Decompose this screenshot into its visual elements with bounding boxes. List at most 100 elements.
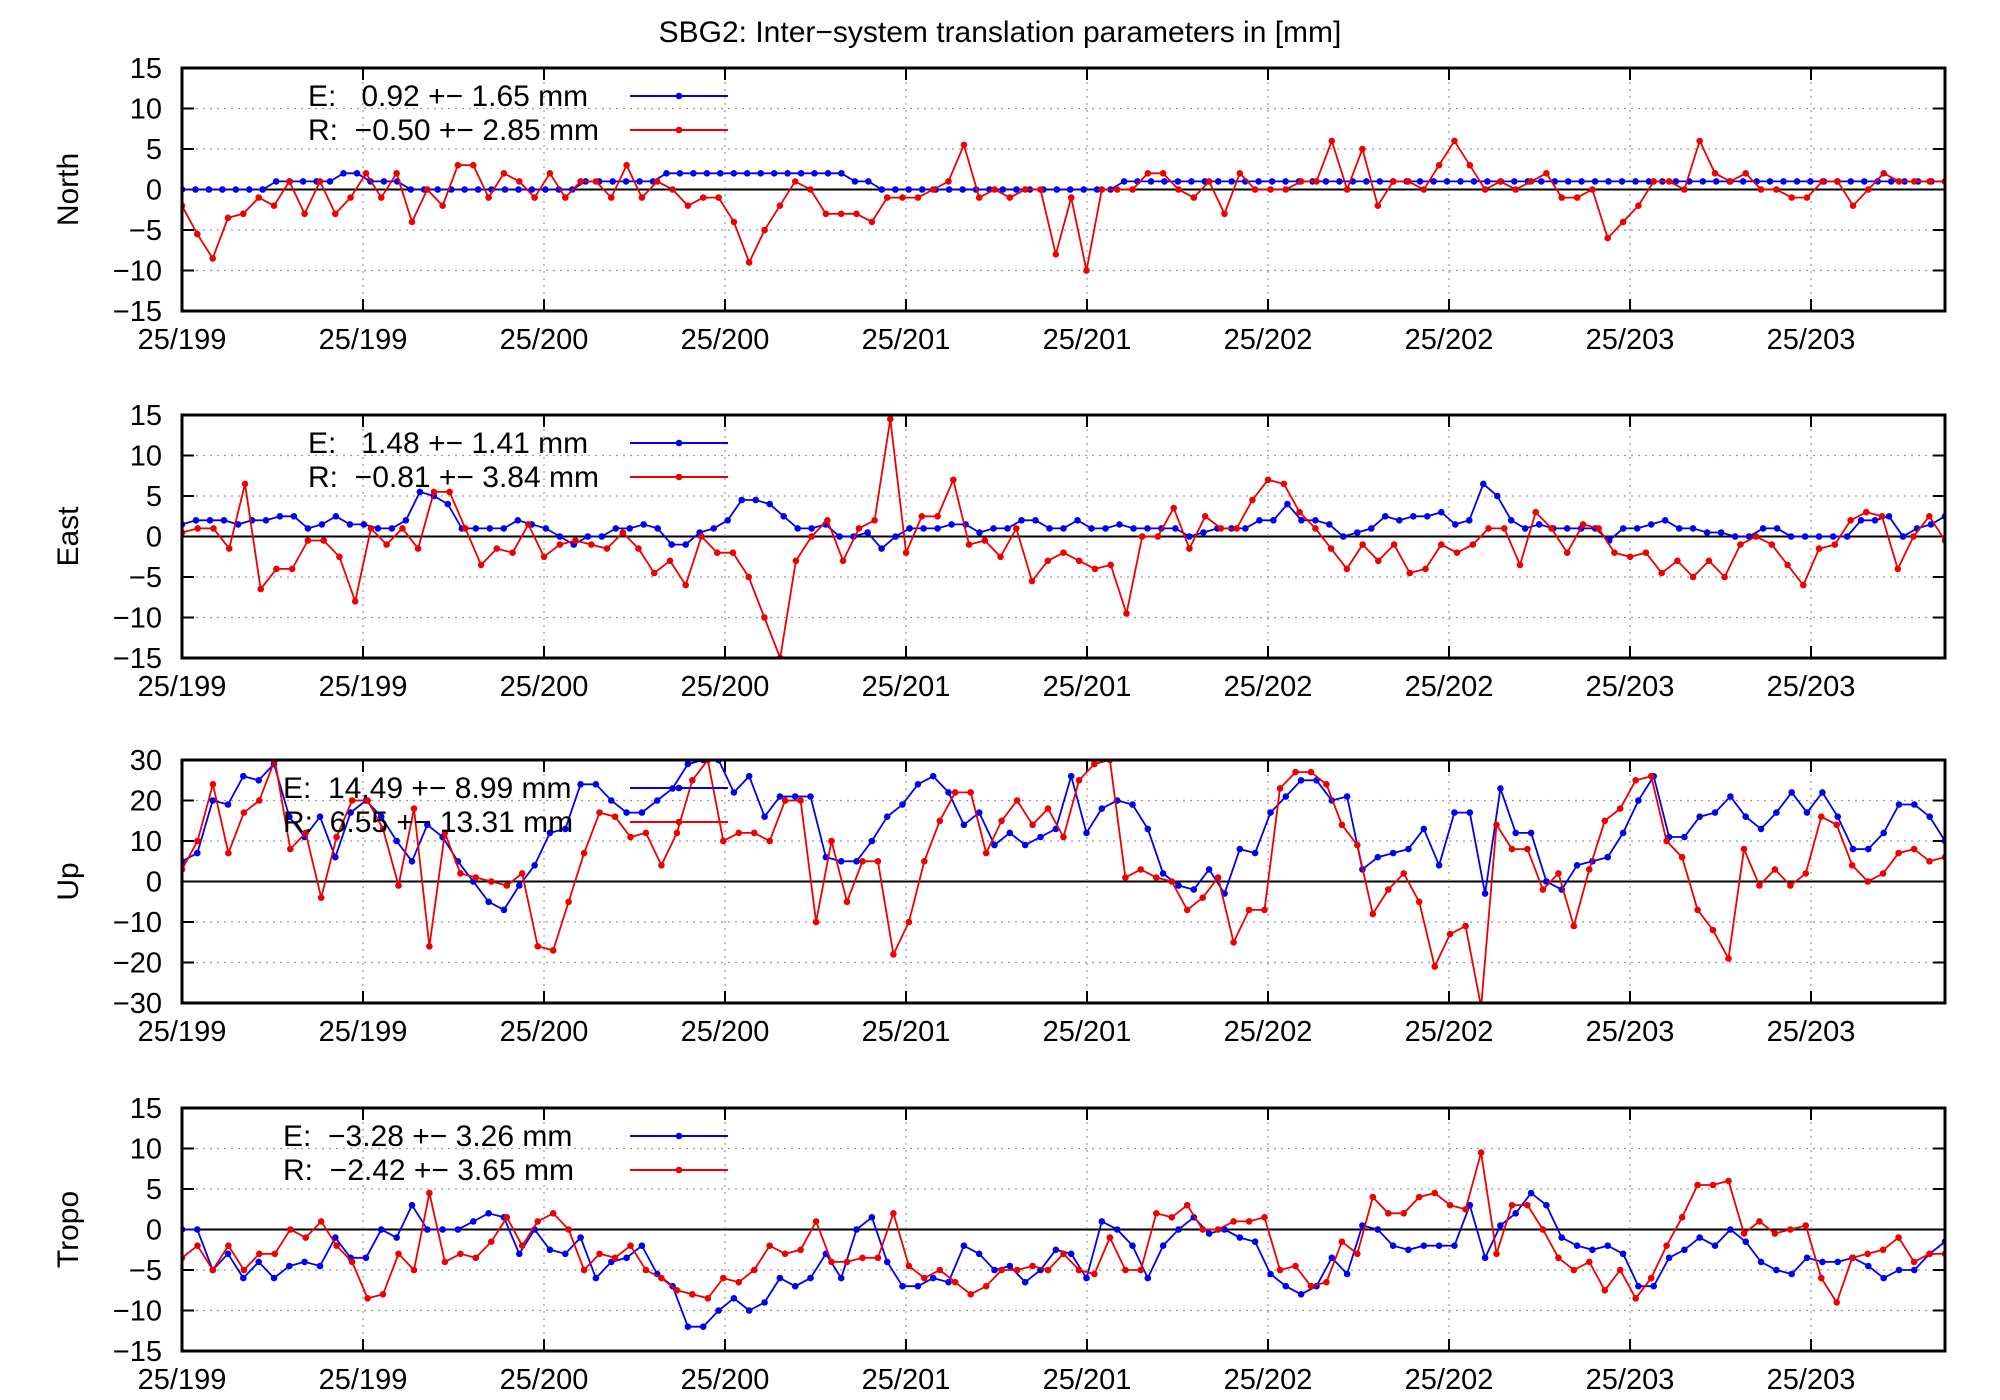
series-R-point <box>399 525 406 532</box>
series-E-point <box>1382 513 1389 520</box>
series-E-point <box>745 1307 753 1314</box>
series-R-point <box>546 170 554 177</box>
series-E-point <box>1113 1226 1121 1233</box>
series-E-point <box>682 541 689 548</box>
series-R-point <box>653 178 661 185</box>
series-E-point <box>1497 1222 1504 1229</box>
series-E-point <box>562 825 569 833</box>
series-R-point <box>1307 1282 1315 1290</box>
series-R-point <box>1539 886 1547 893</box>
series-E-point <box>192 186 199 193</box>
series-R-point <box>666 557 674 565</box>
series-R-point <box>257 585 265 593</box>
series-E-point <box>743 170 751 177</box>
series-R-point <box>393 170 400 177</box>
series-E-point <box>332 853 339 861</box>
series-R-point <box>457 1250 464 1258</box>
series-R-point <box>287 845 294 853</box>
series-E-point <box>1267 809 1274 816</box>
legend-swatch-point <box>675 92 683 100</box>
series-R-point <box>472 874 480 881</box>
series-R-point <box>1343 565 1351 573</box>
series-R-point <box>1524 1201 1531 1209</box>
x-tick-label: 25/201 <box>862 1364 951 1396</box>
series-R-point <box>362 170 370 177</box>
series-E-point <box>780 513 787 520</box>
series-E-point <box>1711 1242 1719 1249</box>
series-E-point <box>416 488 424 496</box>
series-R-point <box>1400 870 1407 877</box>
series-R-point <box>791 178 799 185</box>
series-E-point <box>730 789 738 796</box>
series-E-point <box>1895 801 1903 808</box>
series-R-point <box>1727 178 1734 185</box>
series-R-point <box>1422 565 1429 573</box>
series-E-point <box>1481 890 1489 897</box>
series-E-point <box>1780 178 1787 185</box>
series-E-point <box>1018 517 1025 524</box>
series-R-point <box>699 194 707 201</box>
series-E-point <box>1451 1242 1458 1249</box>
series-E-point <box>1420 825 1428 833</box>
y-tick-label: −10 <box>113 603 162 635</box>
series-R-point <box>1802 870 1810 877</box>
series-E-point <box>1435 1242 1443 1249</box>
series-E-point <box>1703 529 1711 536</box>
series-R-point <box>905 918 913 926</box>
series-E-point <box>598 533 606 540</box>
series-R-point <box>638 194 646 201</box>
series-E-point <box>690 170 697 177</box>
series-E-point <box>224 1250 232 1258</box>
series-R-point <box>1013 797 1021 804</box>
series-E-point <box>1098 1218 1106 1225</box>
series-E-point <box>1037 833 1044 841</box>
series-E-point <box>1159 870 1167 877</box>
y-tick-label: −10 <box>113 256 162 288</box>
y-tick-label: 0 <box>146 1215 162 1247</box>
series-R-point <box>549 1210 557 1217</box>
series-R-point <box>682 581 689 589</box>
series-E-point <box>730 1295 738 1302</box>
series-R-point <box>1292 1262 1299 1270</box>
x-tick-label: 25/201 <box>1043 1016 1132 1048</box>
x-tick-label: 25/202 <box>1224 1016 1313 1048</box>
y-tick-label: 0 <box>146 175 162 207</box>
series-R-point <box>914 194 922 201</box>
legend-entry: R: −2.42 +− 3.65 mm <box>283 1154 574 1187</box>
series-E-point <box>1083 1274 1090 1282</box>
series-E-point <box>1144 825 1152 833</box>
series-E-point <box>929 772 937 780</box>
series-E-point <box>1766 178 1774 185</box>
series-R-point <box>1312 525 1319 532</box>
series-E-point <box>1773 1266 1780 1274</box>
series-E-point <box>1578 178 1585 185</box>
series-E-point <box>1773 809 1780 816</box>
x-tick-label: 25/199 <box>138 1016 227 1048</box>
series-E-point <box>918 186 926 193</box>
series-R-point <box>1230 1218 1237 1225</box>
series-E-point <box>1681 1246 1688 1254</box>
series-E-point <box>1834 1258 1841 1266</box>
series-E-point <box>1759 525 1767 532</box>
series-E-point <box>1829 533 1837 540</box>
series-E-point <box>299 178 307 185</box>
series-R-point <box>781 797 789 804</box>
series-E-point <box>999 186 1007 193</box>
series-R-point <box>317 894 325 901</box>
series-R-point <box>351 598 359 605</box>
series-R-point <box>1137 1266 1145 1274</box>
series-R-point <box>1709 926 1717 934</box>
series-R-point <box>1555 1254 1562 1262</box>
series-E-point <box>1480 480 1487 488</box>
series-R-point <box>1091 1270 1098 1278</box>
series-E-point <box>945 789 952 796</box>
series-R-point <box>209 1266 217 1274</box>
x-tick-label: 25/200 <box>681 1364 770 1396</box>
series-E-point <box>960 1242 968 1249</box>
series-R-point <box>1343 186 1351 193</box>
series-R-point <box>853 210 860 218</box>
series-R-point <box>673 829 681 837</box>
series-R-point <box>225 545 233 552</box>
series-R-point <box>658 862 665 869</box>
series-R-point <box>874 1254 882 1262</box>
